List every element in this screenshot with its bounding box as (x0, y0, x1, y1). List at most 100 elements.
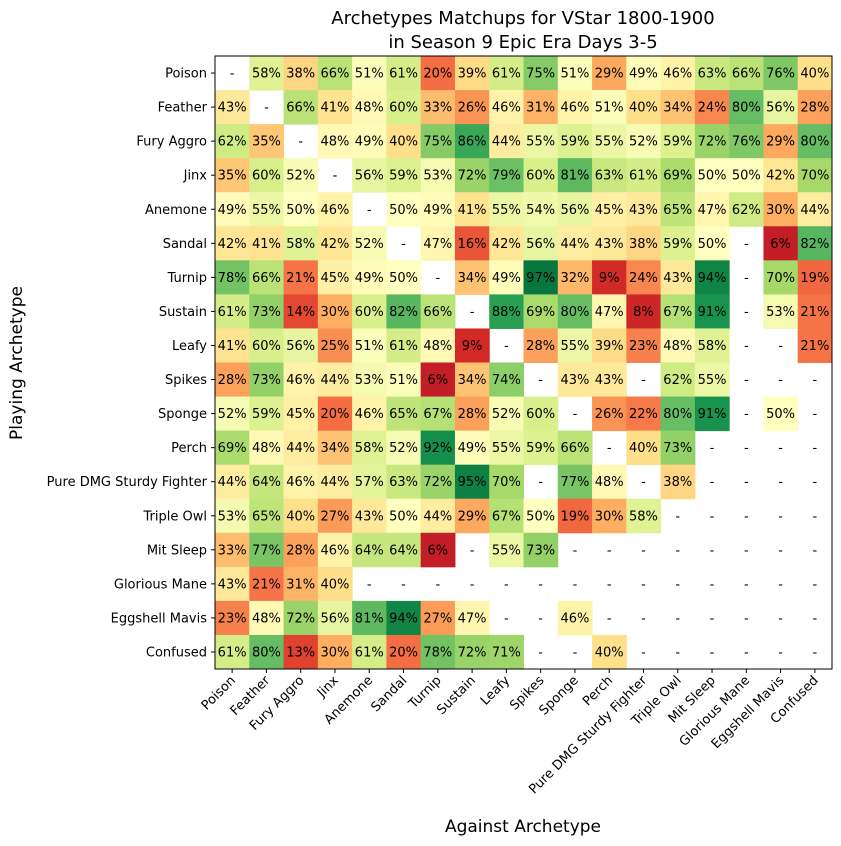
cell-label: - (230, 67, 235, 82)
cell-label: 53% (218, 509, 247, 524)
cell-label: - (435, 271, 440, 286)
chart-title-line1: Archetypes Matchups for VStar 1800-1900 (331, 8, 714, 29)
cell-label: - (401, 237, 406, 252)
heatmap-cell (454, 430, 490, 466)
heatmap-cell (352, 260, 387, 295)
cell-label: 55% (698, 373, 727, 388)
cell-label: 50% (389, 509, 418, 524)
heatmap-cell (317, 464, 353, 500)
heatmap-cell (283, 294, 319, 329)
cell-label: - (813, 611, 818, 626)
cell-label: - (573, 543, 578, 558)
cell-label: - (710, 577, 715, 592)
heatmap-cell (557, 158, 593, 193)
cell-label: 43% (663, 271, 692, 286)
cell-label: 45% (321, 271, 350, 286)
heatmap-cell (317, 396, 353, 432)
heatmap-cell (215, 124, 250, 159)
cell-label: - (744, 305, 749, 320)
y-tick-label: Anemone (145, 203, 207, 218)
heatmap-cell (352, 634, 387, 670)
cell-label: - (641, 577, 646, 592)
cell-label: 56% (766, 101, 795, 116)
cell-label: - (710, 509, 715, 524)
heatmap-cell (489, 430, 524, 466)
cell-label: 46% (355, 407, 384, 422)
cell-label: 62% (218, 135, 247, 150)
heatmap-cell (454, 192, 490, 227)
heatmap-cell (283, 328, 319, 363)
heatmap-cell (317, 56, 353, 91)
heatmap-cell (386, 362, 422, 398)
heatmap-cell (317, 328, 353, 363)
cell-label: 49% (458, 441, 487, 456)
heatmap-cell (660, 90, 696, 125)
cell-label: - (778, 441, 783, 456)
cell-label: 94% (698, 271, 727, 286)
cell-label: - (504, 339, 509, 354)
heatmap-cell (352, 464, 387, 500)
heatmap-cell (352, 532, 387, 568)
heatmap-cell (523, 56, 559, 91)
cell-label: 56% (560, 203, 589, 218)
cell-label: 32% (560, 271, 589, 286)
cell-label: 52% (492, 407, 521, 422)
cell-label: 30% (595, 509, 624, 524)
cell-label: 73% (252, 305, 281, 320)
cell-label: 49% (355, 271, 384, 286)
cell-label: 55% (492, 441, 521, 456)
cell-label: 31% (526, 101, 555, 116)
cell-label: 46% (560, 101, 589, 116)
heatmap-cell (660, 430, 696, 466)
cell-label: - (607, 441, 612, 456)
cell-label: 8% (633, 305, 654, 320)
cell-label: 77% (252, 543, 281, 558)
cell-label: 44% (286, 441, 315, 456)
cell-label: 53% (766, 305, 795, 320)
cell-label: - (778, 645, 783, 660)
cell-label: - (538, 611, 543, 626)
heatmap-cell (592, 498, 627, 534)
cell-label: 50% (732, 169, 761, 184)
cell-label: 24% (629, 271, 658, 286)
heatmap-cell (454, 362, 490, 398)
cell-label: 65% (389, 407, 418, 422)
heatmap-cell (592, 56, 627, 91)
cell-label: 50% (526, 509, 555, 524)
heatmap-cell (489, 634, 524, 670)
heatmap-cell (660, 158, 696, 193)
heatmap-cells: - 58% 38% 66% 51% 61% 20% 39% 61% 75% 51% 29% 49% 46%… (215, 56, 833, 670)
heatmap-cell (386, 600, 422, 636)
y-tick-label: Feather (158, 101, 208, 116)
heatmap-cell (489, 124, 524, 159)
y-tick-label: Leafy (172, 339, 207, 354)
heatmap-cell (660, 226, 696, 261)
heatmap-cell (592, 124, 627, 159)
cell-label: 48% (321, 135, 350, 150)
heatmap-cell (249, 56, 285, 91)
heatmap-cell (454, 328, 490, 363)
cell-label: 74% (492, 373, 521, 388)
heatmap-cell (694, 396, 730, 432)
heatmap-cell (694, 260, 730, 295)
heatmap-cell (592, 260, 627, 295)
cell-label: 80% (663, 407, 692, 422)
cell-label: - (470, 543, 475, 558)
cell-label: 44% (492, 135, 521, 150)
heatmap-cell (420, 158, 456, 193)
heatmap-cell (592, 226, 627, 261)
heatmap-cell (729, 124, 764, 159)
cell-label: 43% (595, 237, 624, 252)
cell-label: 59% (560, 135, 589, 150)
heatmap-cell (454, 396, 490, 432)
heatmap-cell (797, 192, 833, 227)
x-tick-label: Jinx (314, 673, 342, 701)
heatmap-cell (249, 498, 285, 534)
cell-label: 76% (766, 67, 795, 82)
cell-label: 64% (355, 543, 384, 558)
cell-label: - (744, 271, 749, 286)
cell-label: 14% (286, 305, 315, 320)
cell-label: 44% (218, 475, 247, 490)
y-tick-label: Jinx (183, 169, 208, 184)
cell-label: - (675, 509, 680, 524)
